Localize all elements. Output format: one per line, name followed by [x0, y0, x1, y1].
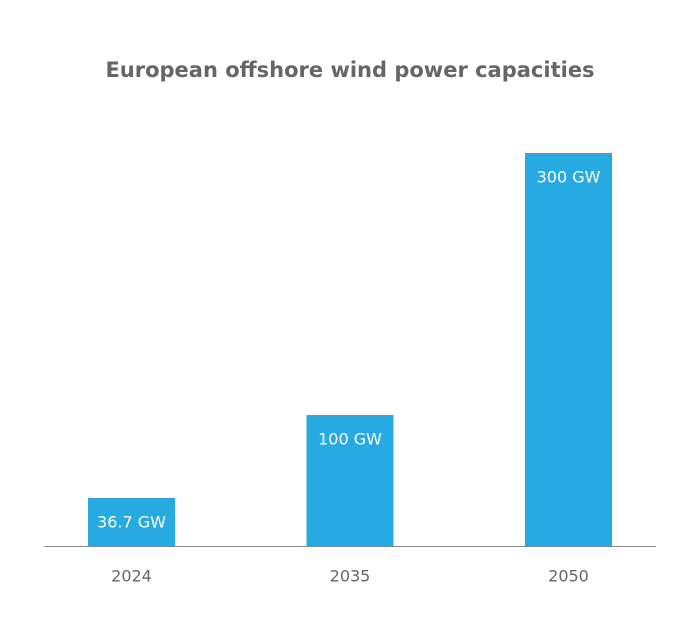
value-label: 300 GW	[537, 168, 601, 187]
value-label: 100 GW	[318, 430, 382, 449]
chart-title: European offshore wind power capacities	[105, 58, 594, 82]
x-tick-label: 2035	[330, 567, 371, 586]
x-tick-label: 2050	[548, 567, 589, 586]
x-tick-label: 2024	[111, 567, 152, 586]
bar	[88, 497, 175, 546]
bar	[306, 415, 394, 546]
value-label: 36.7 GW	[97, 512, 166, 531]
bar	[525, 153, 612, 546]
